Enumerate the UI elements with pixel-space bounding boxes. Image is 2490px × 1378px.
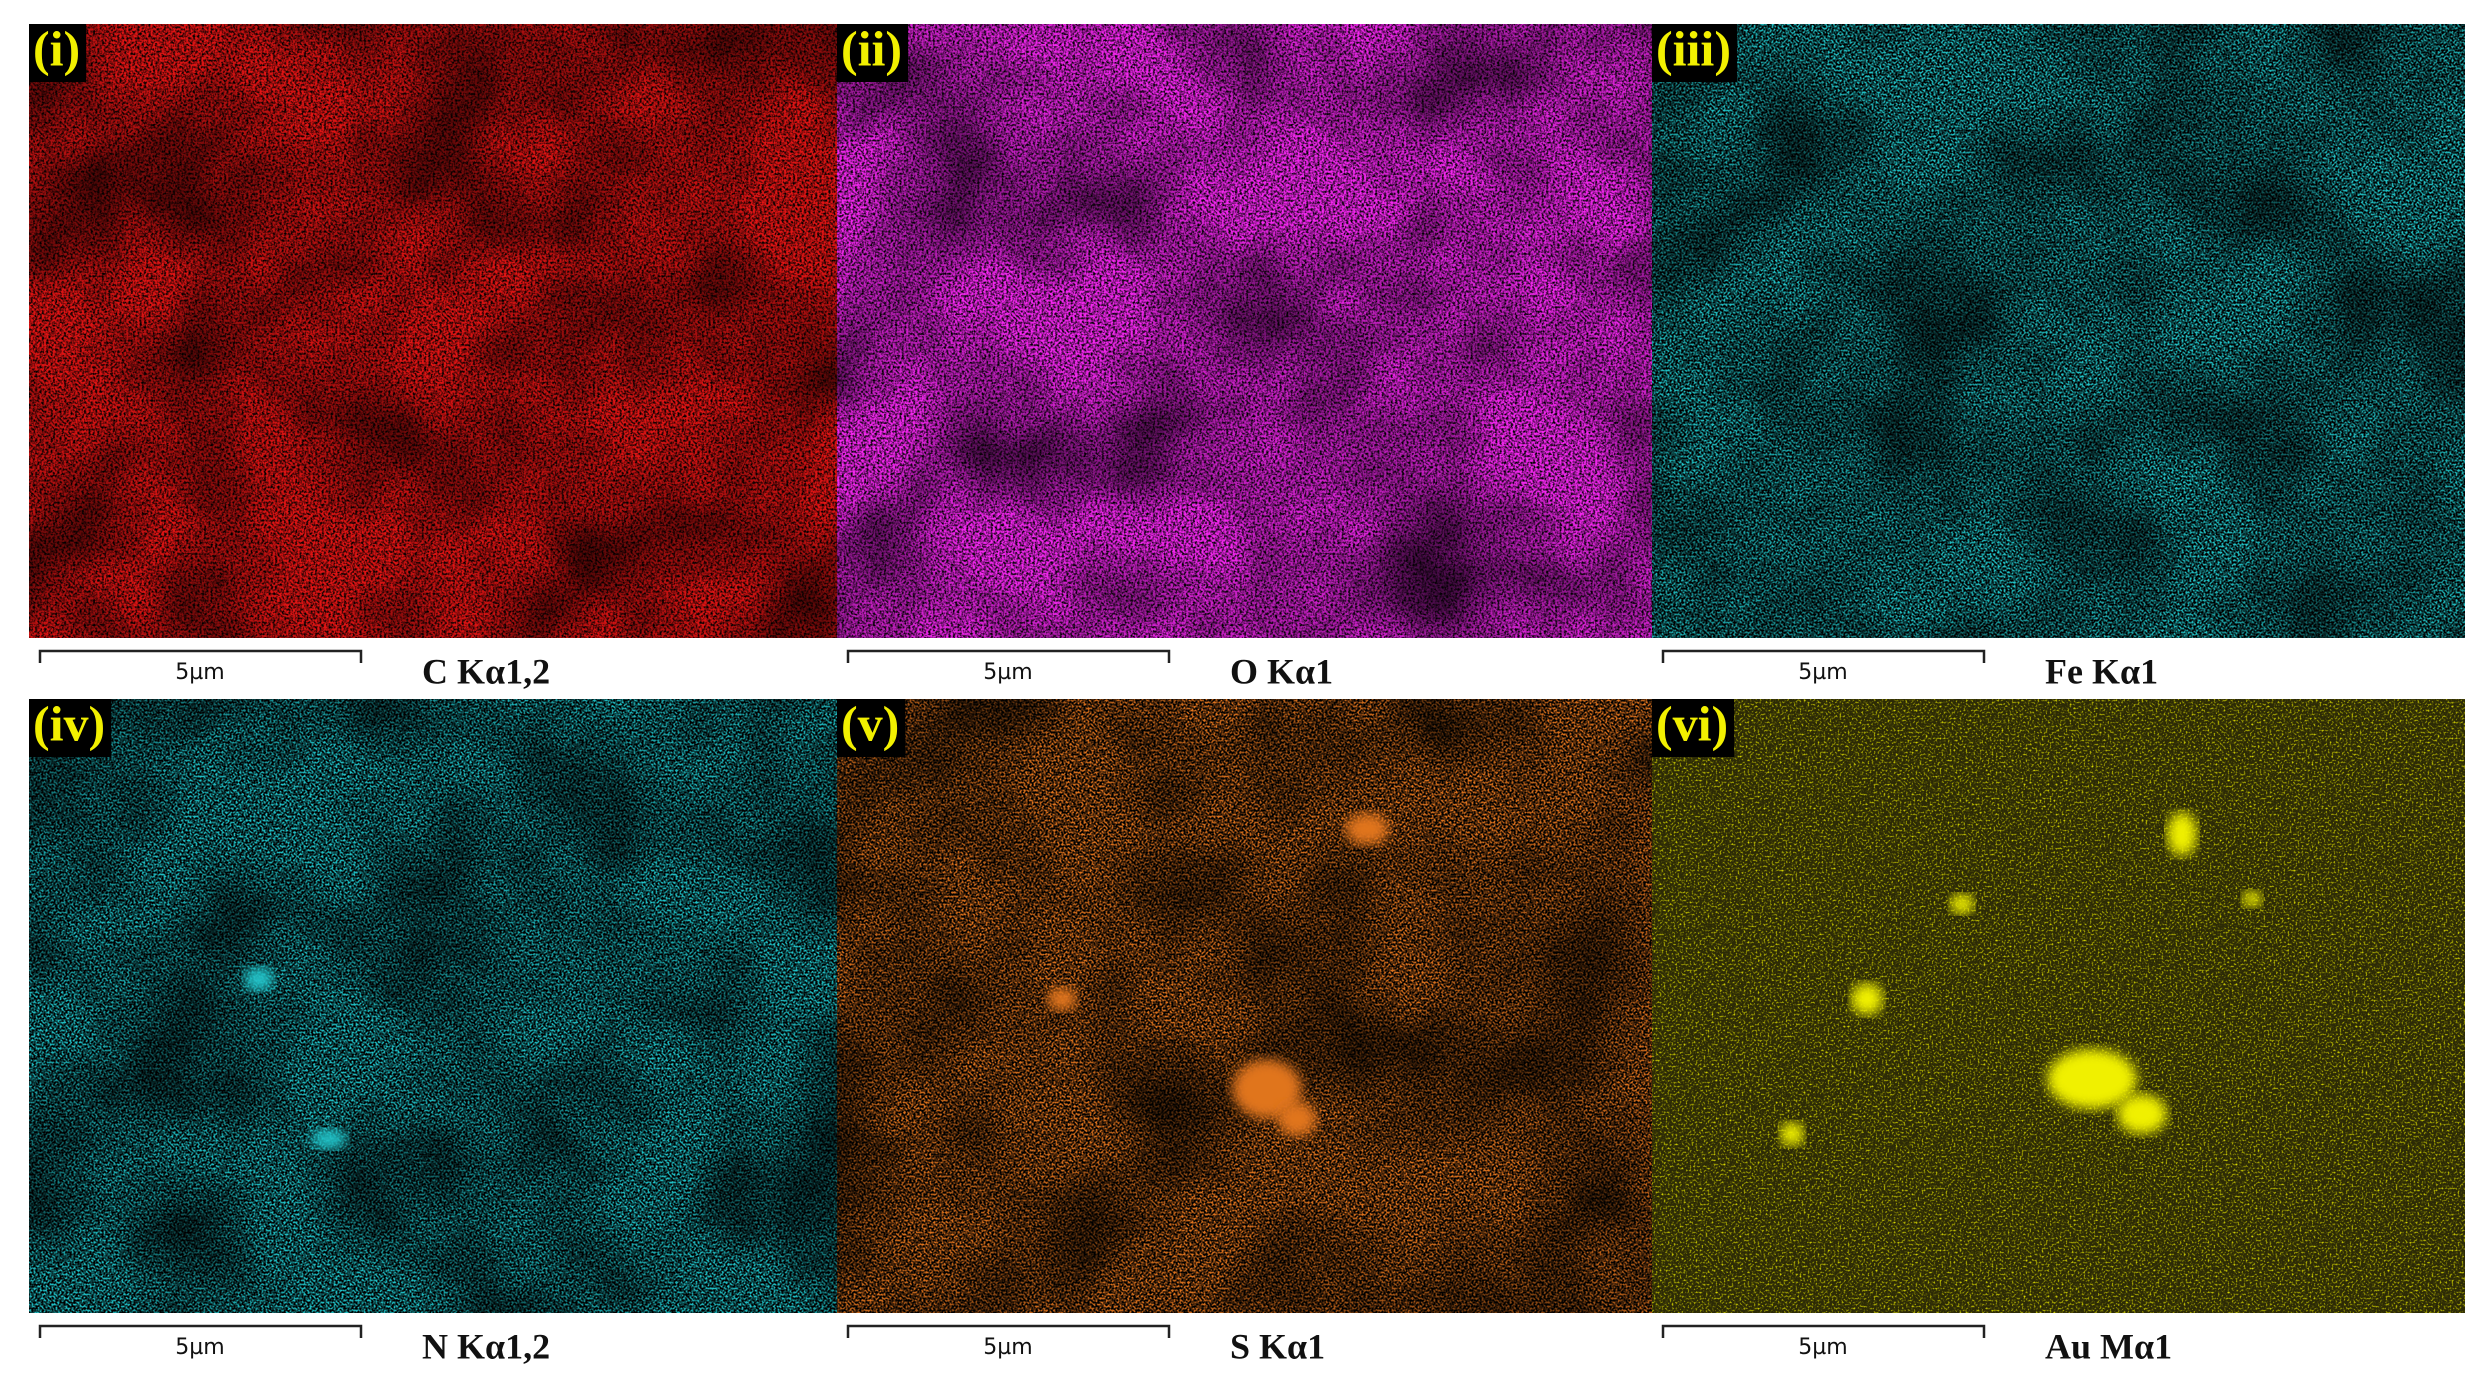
map-cluster (1277, 1101, 1317, 1137)
map-panel: (ii) 5µm O Kα1 (837, 20, 1652, 691)
map-noise (837, 24, 1652, 638)
map-noise (837, 699, 1652, 1313)
map-panel: (iii) 5µm Fe Kα1 (1652, 20, 2465, 691)
map-cluster (2242, 891, 2262, 907)
panel-label: (iii) (1656, 20, 1731, 76)
panel-label-bg (1652, 24, 1737, 82)
scale-label: 5µm (983, 660, 1032, 685)
scale-label: 5µm (1798, 1335, 1847, 1360)
map-cluster (1851, 983, 1883, 1015)
panel-label-bg (837, 24, 909, 82)
panel-label-bg (29, 24, 87, 82)
map-cluster (2117, 1094, 2167, 1134)
element-label: C Kα1,2 (422, 651, 550, 691)
panel-label-bg (1652, 699, 1735, 757)
element-label: O Kα1 (1230, 651, 1333, 691)
element-label: Fe Kα1 (2045, 651, 2158, 691)
panel-label: (v) (841, 695, 899, 751)
map-cluster (1232, 1059, 1302, 1119)
scale-bar (38, 649, 363, 663)
map-cluster (311, 1129, 347, 1149)
map-noise (1652, 699, 2465, 1313)
map-cluster (1345, 813, 1389, 845)
scale-bar (846, 649, 1171, 663)
element-label: S Kα1 (1230, 1326, 1325, 1366)
map-cluster (244, 967, 274, 991)
panel-label-bg (837, 699, 906, 757)
map-panel: (v) 5µm S Kα1 (837, 695, 1652, 1366)
map-noise (29, 24, 837, 638)
map-cluster (2167, 812, 2197, 856)
map-cluster (1047, 987, 1077, 1011)
map-cluster (2047, 1049, 2137, 1109)
scale-label: 5µm (175, 1335, 224, 1360)
panel-label: (vi) (1656, 695, 1728, 751)
panel-label: (ii) (841, 20, 902, 76)
element-label: Au Mα1 (2045, 1326, 2172, 1366)
panel-label-bg (29, 699, 112, 757)
scale-bar (38, 1324, 363, 1338)
map-cluster (1780, 1122, 1804, 1146)
map-noise (29, 699, 837, 1313)
scale-label: 5µm (1798, 660, 1847, 685)
map-panel: (i) 5µm C Kα1,2 (29, 20, 837, 691)
panel-label: (i) (33, 20, 80, 76)
scale-bar (1661, 1324, 1986, 1338)
map-noise (1652, 24, 2465, 638)
scale-bar (846, 1324, 1171, 1338)
scale-label: 5µm (983, 1335, 1032, 1360)
map-panel: (iv) 5µm N Kα1,2 (29, 695, 837, 1366)
map-cluster (1950, 894, 1974, 914)
panel-label: (iv) (33, 695, 105, 751)
element-label: N Kα1,2 (422, 1326, 550, 1366)
map-panel: (vi) 5µm Au Mα1 (1652, 695, 2465, 1366)
scale-label: 5µm (175, 660, 224, 685)
scale-bar (1661, 649, 1986, 663)
